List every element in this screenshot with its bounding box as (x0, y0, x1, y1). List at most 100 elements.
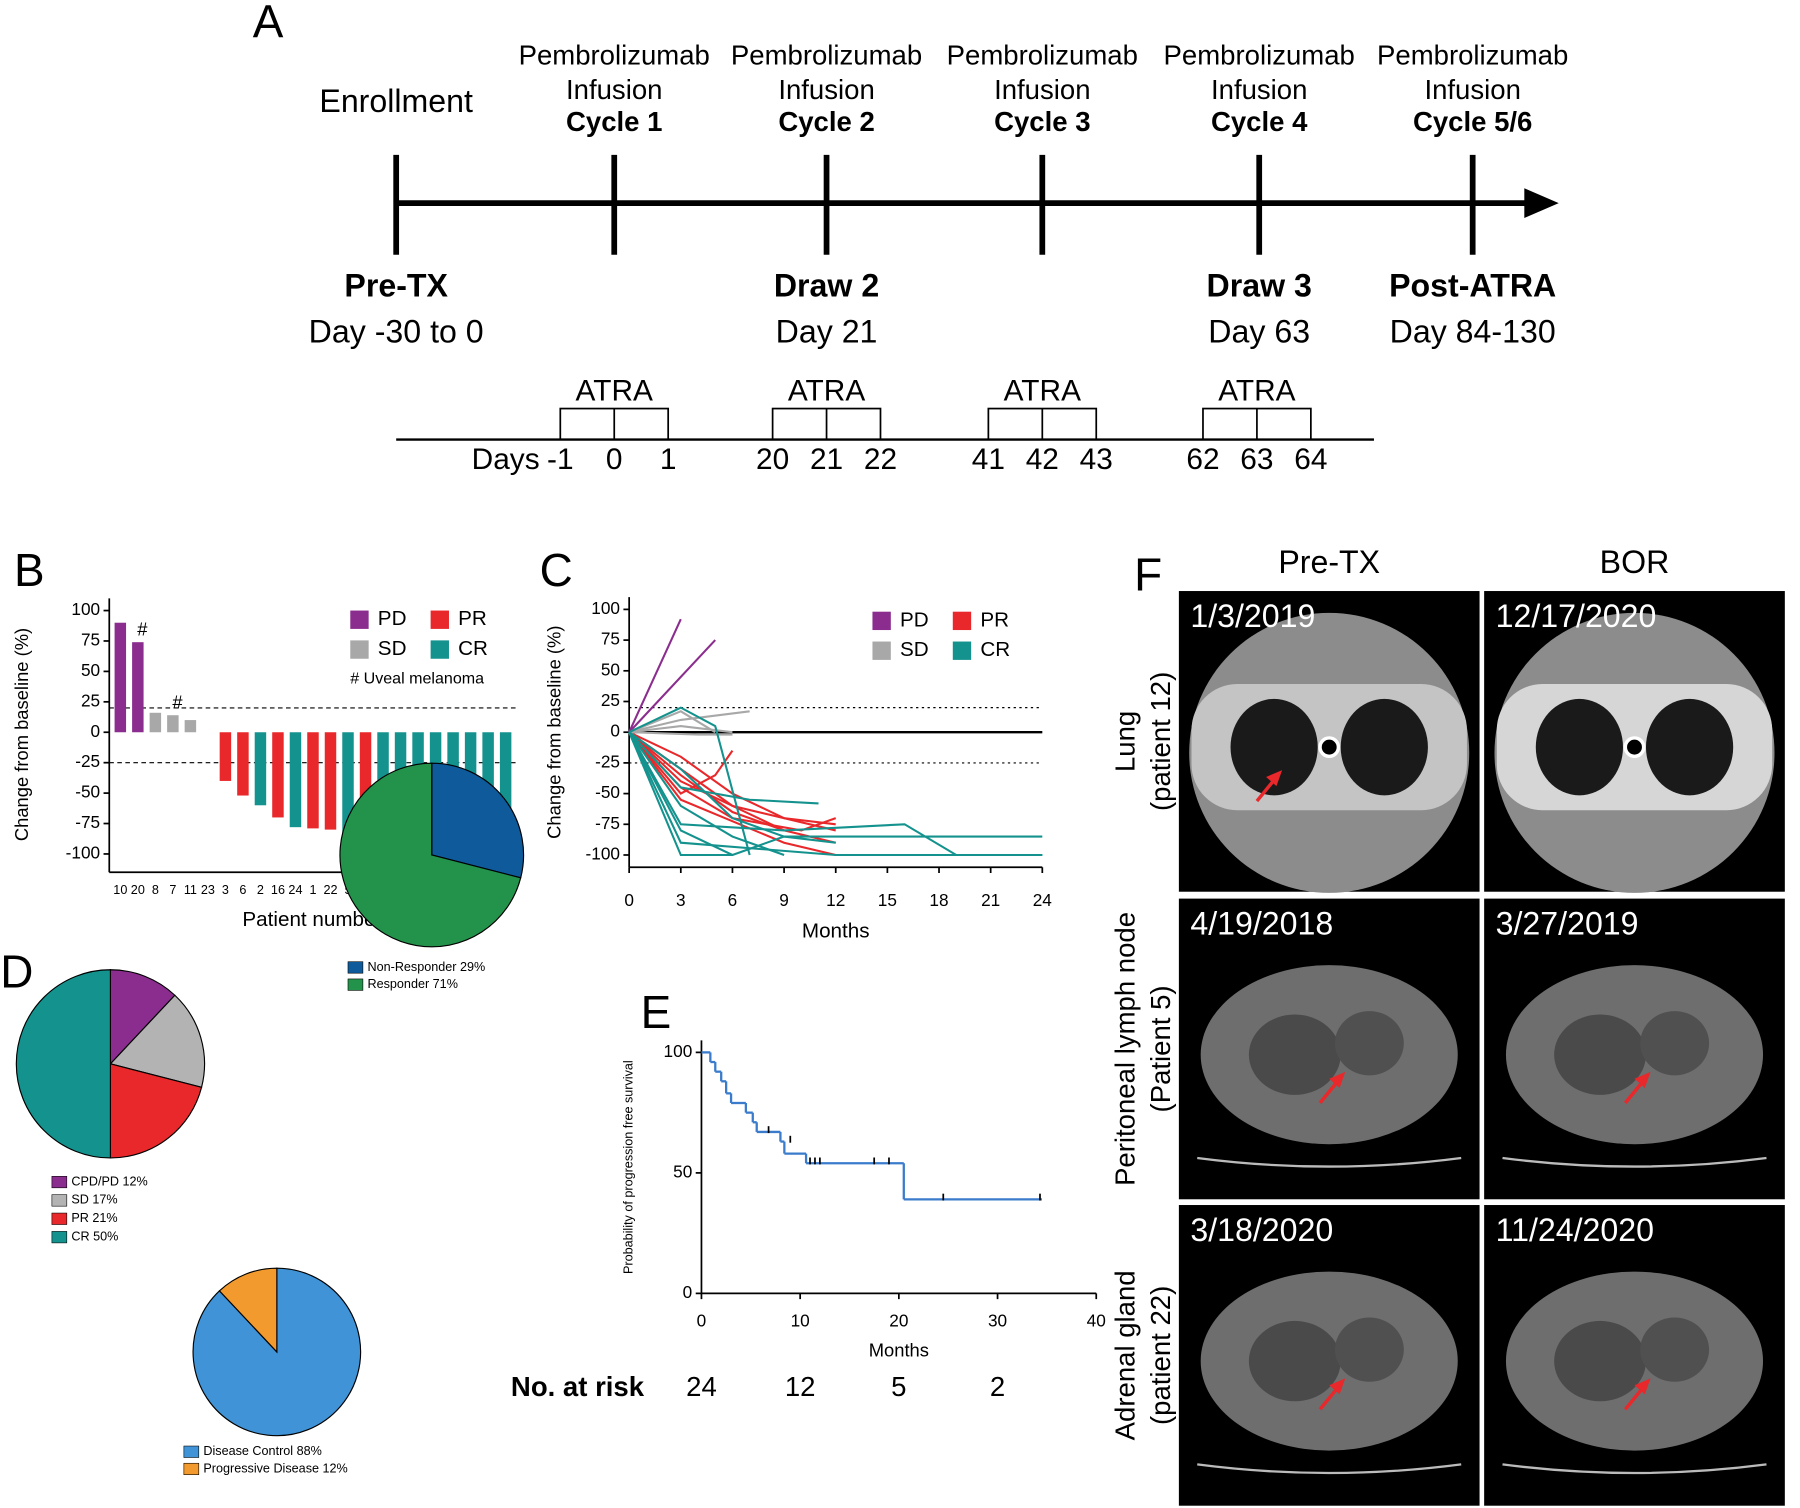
legend-swatch (51, 1231, 68, 1244)
x-tick-label: 2 (257, 883, 264, 897)
y-tick-label: 75 (601, 629, 620, 649)
row-patient: (Patient 5) (1145, 985, 1176, 1112)
ct-date: 3/18/2020 (1190, 1212, 1333, 1248)
x-tick-label: 10 (791, 1311, 810, 1331)
response-line (628, 618, 682, 733)
y-tick-label: 75 (81, 630, 100, 650)
bar (289, 732, 302, 828)
response-line (628, 731, 836, 826)
x-tick-label: 11 (184, 883, 197, 897)
infusion-drug: Pembrolizumab (519, 40, 710, 71)
x-tick-label: 21 (981, 890, 1000, 910)
x-tick-label: 7 (169, 883, 176, 897)
x-tick-label: 6 (728, 890, 738, 910)
ct-arrow-head (1634, 1378, 1651, 1395)
pie-slice (431, 762, 525, 879)
legend-swatch (350, 610, 369, 629)
response-line (628, 710, 716, 734)
legend-label: CR (980, 638, 1010, 661)
draw-name: Draw 3 (1207, 268, 1312, 304)
ct-organ (1334, 1011, 1404, 1076)
ct-date: 11/24/2020 (1496, 1212, 1654, 1248)
response-line (628, 731, 836, 856)
x-axis-label: Months (802, 919, 870, 942)
legend-swatch (347, 961, 364, 974)
legend-swatch (430, 640, 449, 659)
response-line (629, 725, 733, 734)
response-line (628, 710, 750, 734)
ct-arrow-head (1266, 770, 1283, 787)
atra-label: ATRA (1004, 374, 1081, 407)
infusion-drug: Pembrolizumab (1377, 40, 1568, 71)
legend-swatch (952, 611, 972, 631)
infusion-event: Infusion (1211, 74, 1307, 105)
y-tick-label: 50 (601, 659, 620, 679)
legend-swatch (430, 610, 449, 629)
response-line (629, 731, 733, 736)
infusion-cycle: Cycle 5/6 (1413, 106, 1532, 137)
timeline-arrow (1524, 188, 1559, 219)
annotation: # (172, 692, 183, 713)
ct-table (1197, 1156, 1462, 1168)
response-line (628, 731, 836, 844)
atra-day: 20 (756, 443, 789, 476)
ct-lung (1535, 698, 1624, 796)
response-line (628, 731, 819, 805)
atra-day: 21 (810, 443, 843, 476)
infusion-cycle: Cycle 4 (1211, 106, 1308, 137)
legend-note: # Uveal melanoma (350, 670, 484, 688)
infusion-drug: Pembrolizumab (1164, 40, 1355, 71)
x-tick-label: 3 (222, 883, 229, 897)
bar (307, 732, 319, 829)
x-tick-label: 10 (113, 883, 127, 897)
atra-day: 43 (1080, 443, 1113, 476)
ct-date: 1/3/2019 (1190, 598, 1315, 634)
x-tick-label: 3 (676, 890, 686, 910)
legend-label: CPD/PD 12% (71, 1174, 147, 1188)
bar (167, 715, 179, 733)
y-axis-label: Change from baseline (%) (544, 626, 565, 839)
y-axis-label: Change from baseline (%) (11, 628, 32, 841)
legend-label: Progressive Disease 12% (203, 1461, 347, 1475)
pie-slice (109, 969, 176, 1066)
x-tick-label: 24 (288, 883, 302, 897)
y-tick-label: 25 (601, 690, 620, 710)
y-tick-label: 100 (664, 1041, 693, 1061)
at-risk-label: No. at risk (511, 1371, 645, 1402)
x-tick-label: 22 (323, 883, 337, 897)
x-tick-label: 15 (878, 890, 897, 910)
response-line (628, 731, 733, 857)
annotation: # (137, 619, 148, 640)
bar (359, 732, 372, 842)
x-tick-label: 8 (152, 883, 159, 897)
y-tick-label: -75 (595, 813, 620, 833)
y-tick-label: 100 (591, 598, 620, 618)
response-line (628, 731, 1043, 857)
pie-slice (192, 1267, 362, 1437)
legend-swatch (51, 1212, 68, 1225)
ct-organ (1640, 1011, 1710, 1076)
atra-day: 1 (660, 443, 677, 476)
atra-day: 22 (864, 443, 897, 476)
response-line (628, 731, 836, 844)
atra-day: 42 (1026, 443, 1059, 476)
legend-swatch (347, 978, 364, 991)
y-tick-label: -25 (75, 751, 100, 771)
atra-label: ATRA (576, 374, 653, 407)
ct-trachea (1623, 736, 1646, 759)
atra-day: -1 (547, 443, 574, 476)
x-tick-label: 6 (239, 883, 246, 897)
infusion-cycle: Cycle 2 (778, 106, 874, 137)
legend-label: PR (458, 607, 487, 630)
pie-slice (15, 969, 111, 1159)
draw-day: Day 84-130 (1390, 313, 1556, 349)
bar (114, 622, 127, 733)
draw-day: Day 21 (776, 313, 878, 349)
infusion-drug: Pembrolizumab (947, 40, 1138, 71)
ct-date: 4/19/2018 (1190, 906, 1333, 942)
y-tick-label: -50 (595, 782, 620, 802)
x-tick-label: 12 (826, 890, 845, 910)
panel-label: F (1134, 549, 1162, 601)
y-tick-label: 0 (610, 721, 620, 741)
